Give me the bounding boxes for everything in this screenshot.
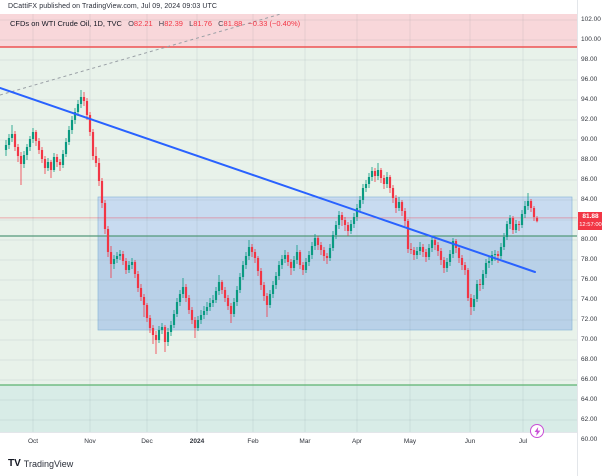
time-tick-label: Jul: [518, 438, 528, 445]
last-price: 81.88: [582, 213, 599, 220]
change-value: −0.33 (−0.40%): [248, 19, 301, 28]
price-tick-label: 88.00: [581, 156, 598, 163]
price-tick-label: 96.00: [581, 76, 598, 83]
price-tick-label: 84.00: [581, 196, 598, 203]
candles: [4, 90, 539, 354]
price-tick-label: 86.00: [581, 176, 598, 183]
high-value: 82.39: [164, 19, 183, 28]
tradingview-watermark-text: TradingView: [23, 458, 74, 469]
time-tick-label: May: [403, 438, 417, 445]
published-idea-marker-icon[interactable]: [530, 424, 544, 438]
price-tick-label: 102.00: [581, 16, 601, 23]
close-value: 81.88: [223, 19, 243, 28]
price-tick-label: 74.00: [581, 296, 598, 303]
time-tick-label: Oct: [27, 438, 39, 445]
time-tick-label: Nov: [84, 438, 96, 445]
symbol-title[interactable]: CFDs on WTI Crude Oil, 1D, TVC: [10, 19, 122, 28]
blue-box-border: [97, 196, 573, 331]
descending-trendline[interactable]: [0, 87, 536, 273]
price-tick-label: 70.00: [581, 336, 598, 343]
symbol-legend[interactable]: CFDs on WTI Crude Oil, 1D, TVC O82.21 H8…: [10, 19, 300, 28]
price-tick-label: 76.00: [581, 276, 598, 283]
price-tick-label: 66.00: [581, 376, 598, 383]
time-tick-label: Dec: [141, 438, 153, 445]
price-tick-label: 98.00: [581, 56, 598, 63]
price-tick-label: 90.00: [581, 136, 598, 143]
price-tick-label: 92.00: [581, 116, 598, 123]
open-value: 82.21: [133, 19, 153, 28]
lower-teal-band: [0, 385, 577, 432]
price-tick-label: 64.00: [581, 396, 598, 403]
price-axis[interactable]: 81.88 12:57:00 102.00 100.00 98.00 96.00 94.…: [577, 0, 602, 476]
price-tick-label: 60.00: [581, 436, 598, 443]
price-tick-label: 72.00: [581, 316, 598, 323]
low-value: 81.76: [193, 19, 213, 28]
tradingview-logo-icon: TV: [8, 457, 21, 469]
time-tick-label: 2024: [189, 438, 205, 445]
time-tick-label: Feb: [247, 438, 259, 445]
time-tick-label: Mar: [299, 438, 311, 445]
upper-resistance-pink: [0, 14, 577, 47]
tradingview-watermark: TV TradingView: [8, 457, 73, 470]
plot-area: [0, 9, 577, 432]
open-label: O: [128, 19, 134, 28]
price-tick-label: 100.00: [581, 36, 601, 43]
time-tick-label: Apr: [351, 438, 363, 445]
level-lines[interactable]: [0, 46, 577, 386]
background-zones: [0, 14, 577, 432]
close-label: C: [218, 19, 224, 28]
time-tick-label: Jun: [464, 438, 476, 445]
price-tick-label: 80.00: [581, 236, 598, 243]
time-axis[interactable]: Oct Nov Dec 2024 Feb Mar Apr May Jun Jul: [0, 432, 602, 451]
bar-countdown: 12:57:00: [579, 222, 602, 228]
last-price-badge: 81.88 12:57:00: [578, 212, 602, 230]
low-label: L: [189, 19, 194, 28]
high-label: H: [158, 19, 165, 28]
price-tick-label: 68.00: [581, 356, 598, 363]
price-tick-label: 78.00: [581, 256, 598, 263]
lightning-icon: [534, 426, 540, 436]
price-tick-label: 94.00: [581, 96, 598, 103]
publish-byline: DCattiFX published on TradingView.com, J…: [8, 3, 218, 10]
price-tick-label: 62.00: [581, 416, 598, 423]
dashed-projection[interactable]: [0, 9, 298, 96]
gridlines: [0, 14, 577, 432]
